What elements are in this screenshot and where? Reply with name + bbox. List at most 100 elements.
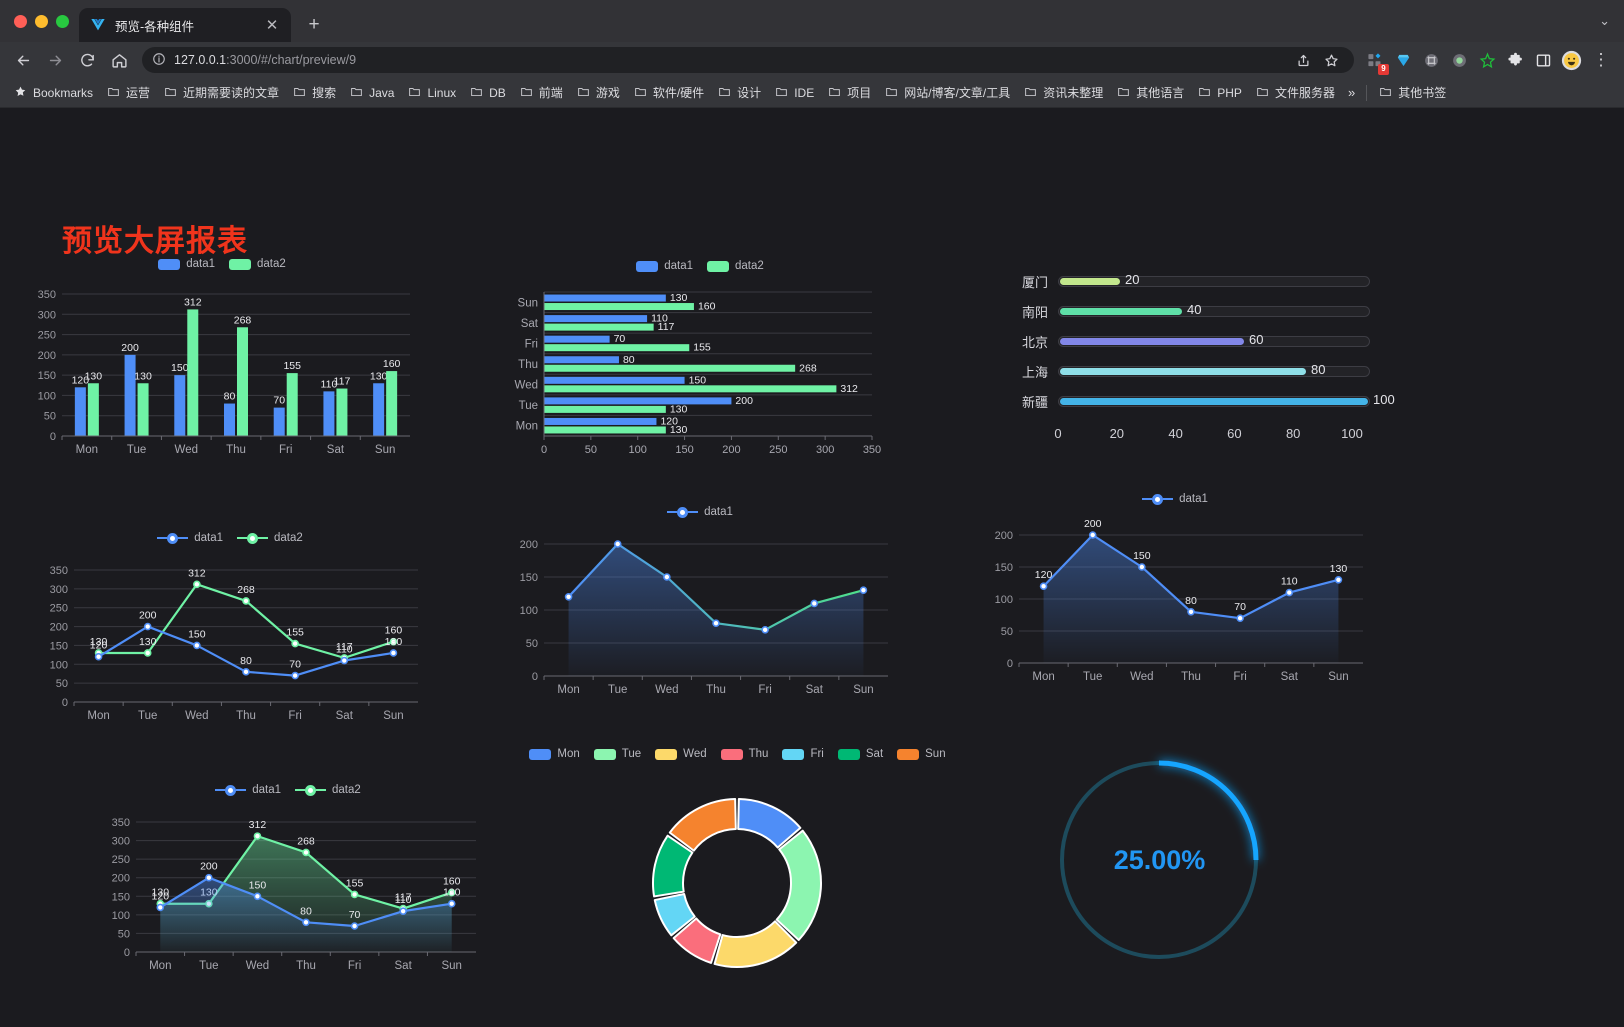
donut-slice-Tue[interactable] (775, 829, 822, 941)
bookmark-item-10[interactable]: IDE (769, 82, 820, 104)
legend-item-data1[interactable]: data1 (1142, 493, 1208, 505)
profile-avatar[interactable] (1558, 47, 1584, 73)
extension-icon-grid[interactable] (1418, 47, 1444, 73)
legend-item-Fri[interactable]: Fri (782, 748, 824, 760)
bookmark-item-16[interactable]: 文件服务器 (1250, 81, 1341, 104)
chart-legend[interactable]: data1 data2 (88, 784, 488, 796)
bookmark-item-13[interactable]: 资讯未整理 (1018, 81, 1109, 104)
browser-tab[interactable]: 预览-各种组件 ✕ (79, 8, 291, 42)
svg-text:Sat: Sat (521, 318, 539, 330)
extensions-puzzle-icon[interactable] (1502, 47, 1528, 73)
donut-slice-Mon[interactable] (737, 798, 802, 849)
chart-bar-vertical[interactable]: data1 data2 0 50 100 150 200 250 300 350 Mon 120 13… (22, 258, 422, 473)
legend-item-Tue[interactable]: Tue (593, 748, 641, 760)
new-tab-button[interactable]: + (308, 14, 320, 35)
bookmark-item-6[interactable]: 前端 (514, 81, 569, 104)
chart-line-two-series[interactable]: data1 data2 0 50 100 150 200 250 300 350 Mon Tue We… (30, 532, 430, 747)
donut-slice-Fri[interactable] (653, 892, 696, 937)
bookmarks-overflow-button[interactable]: » (1347, 85, 1356, 100)
legend-label: data1 (1179, 493, 1208, 505)
site-info-icon[interactable] (152, 52, 166, 69)
progress-row-上海[interactable]: 上海 80 (1000, 356, 1370, 386)
browser-menu-button[interactable]: ⋮ (1592, 50, 1610, 69)
bookmark-item-5[interactable]: DB (464, 82, 512, 104)
legend-item-data1[interactable]: data1 (158, 258, 215, 270)
legend-item-data2[interactable]: data2 (237, 532, 303, 544)
chart-area-two-series[interactable]: data1 data2 0 50 100 150 200 250 300 350 Mon Tue We… (88, 784, 488, 999)
chevron-down-icon[interactable]: ⌄ (1599, 13, 1610, 28)
close-tab-button[interactable]: ✕ (265, 16, 279, 34)
chart-legend[interactable]: data1 (500, 506, 900, 518)
maximize-window-button[interactable] (56, 14, 69, 28)
legend-item-Thu[interactable]: Thu (720, 748, 768, 760)
progress-row-新疆[interactable]: 新疆 100 (1000, 386, 1395, 416)
legend-item-data1[interactable]: data1 (157, 532, 223, 544)
bookmark-item-1[interactable]: 近期需要读的文章 (158, 81, 285, 104)
bar-Mon-data2 (87, 383, 99, 436)
bookmark-star-icon[interactable] (1318, 47, 1344, 73)
progress-row-南阳[interactable]: 南阳 40 (1000, 296, 1370, 326)
address-bar[interactable]: 127.0.0.1:3000/#/chart/preview/9 (142, 47, 1354, 73)
chart-gauge[interactable]: 25.00% (1047, 740, 1272, 985)
extension-icon-1[interactable]: 9 (1362, 47, 1389, 75)
bookmark-item-12[interactable]: 网站/博客/文章/工具 (879, 81, 1016, 104)
legend-item-Sun[interactable]: Sun (897, 748, 946, 760)
extension-icon-diamond[interactable] (1390, 47, 1416, 73)
legend-item-data2[interactable]: data2 (229, 258, 286, 270)
bar-Wed-data2 (544, 385, 837, 393)
donut-slice-Sun[interactable] (668, 798, 737, 852)
minimize-window-button[interactable] (35, 14, 48, 28)
bookmark-label: 设计 (737, 86, 762, 100)
chart-bar-horizontal[interactable]: data1 data2 0 50 100 150 200 250 300 350 Sun 130 16… (500, 260, 900, 475)
extension-icon-star-green[interactable] (1474, 47, 1500, 73)
legend-item-Mon[interactable]: Mon (529, 748, 580, 760)
side-panel-icon[interactable] (1530, 47, 1556, 73)
bookmark-item-2[interactable]: 搜索 (287, 81, 342, 104)
svg-text:350: 350 (863, 444, 881, 456)
legend-item-data1[interactable]: data1 (636, 260, 693, 272)
bookmark-item-0[interactable]: 运营 (101, 81, 156, 104)
donut-slice-Sat[interactable] (652, 834, 694, 898)
legend-item-data2[interactable]: data2 (707, 260, 764, 272)
legend-item-data1[interactable]: data1 (667, 506, 733, 518)
legend-item-Wed[interactable]: Wed (655, 748, 707, 760)
legend-item-data2[interactable]: data2 (295, 784, 361, 796)
bookmark-item-8[interactable]: 软件/硬件 (628, 81, 710, 104)
chart-legend[interactable]: data1 data2 (22, 258, 422, 270)
chart-line-smooth[interactable]: data1 0 50 100 150 200 Mon Tue Wed Thu Fri Sat Sun (500, 506, 900, 721)
chart-legend[interactable]: data1 (975, 493, 1375, 505)
chart-progress-bars[interactable]: 厦门 20 南阳 40 北京 60 上海 80 新疆 100 0 20 40 60 80 100 (1000, 266, 1395, 496)
share-icon[interactable] (1290, 47, 1316, 73)
legend-item-data1[interactable]: data1 (215, 784, 281, 796)
bookmark-item-11[interactable]: 项目 (822, 81, 877, 104)
other-bookmarks-folder[interactable]: 其他书签 (1373, 81, 1452, 104)
reload-button[interactable] (72, 45, 102, 75)
donut-slice-Thu[interactable] (672, 917, 722, 964)
chart-legend[interactable]: data1 data2 (500, 260, 900, 272)
bookmarks-manager-entry[interactable]: Bookmarks (8, 82, 99, 104)
dashboard-page: 预览大屏报表 data1 data2 0 50 100 150 200 250 300 350 M… (0, 108, 1624, 1027)
bookmark-item-14[interactable]: 其他语言 (1111, 81, 1190, 104)
back-button[interactable] (8, 45, 38, 75)
bookmark-item-7[interactable]: 游戏 (571, 81, 626, 104)
donut-slice-Wed[interactable] (713, 920, 798, 968)
progress-row-厦门[interactable]: 厦门 20 (1000, 266, 1370, 296)
legend-swatch (837, 748, 860, 760)
bookmark-item-4[interactable]: Linux (402, 82, 462, 104)
folder-icon (718, 85, 732, 101)
chart-donut[interactable]: Mon Tue Wed Thu Fri Sat Sun (529, 748, 946, 1008)
forward-button[interactable] (40, 45, 70, 75)
extension-icon-circle[interactable] (1446, 47, 1472, 73)
progress-row-北京[interactable]: 北京 60 (1000, 326, 1370, 356)
bookmark-item-3[interactable]: Java (344, 82, 400, 104)
bookmark-label: Linux (427, 85, 457, 100)
svg-text:130: 130 (139, 636, 157, 648)
bookmark-item-15[interactable]: PHP (1192, 82, 1248, 104)
chart-legend[interactable]: data1 data2 (30, 532, 430, 544)
bookmark-item-9[interactable]: 设计 (712, 81, 767, 104)
close-window-button[interactable] (14, 14, 27, 28)
home-button[interactable] (104, 45, 134, 75)
chart-area-single[interactable]: data1 0 50 100 150 200 Mon Tue Wed Thu Fri Sat Sun 1… (975, 493, 1375, 708)
legend-item-Sat[interactable]: Sat (837, 748, 883, 760)
chart-legend[interactable]: Mon Tue Wed Thu Fri Sat Sun (529, 748, 946, 760)
